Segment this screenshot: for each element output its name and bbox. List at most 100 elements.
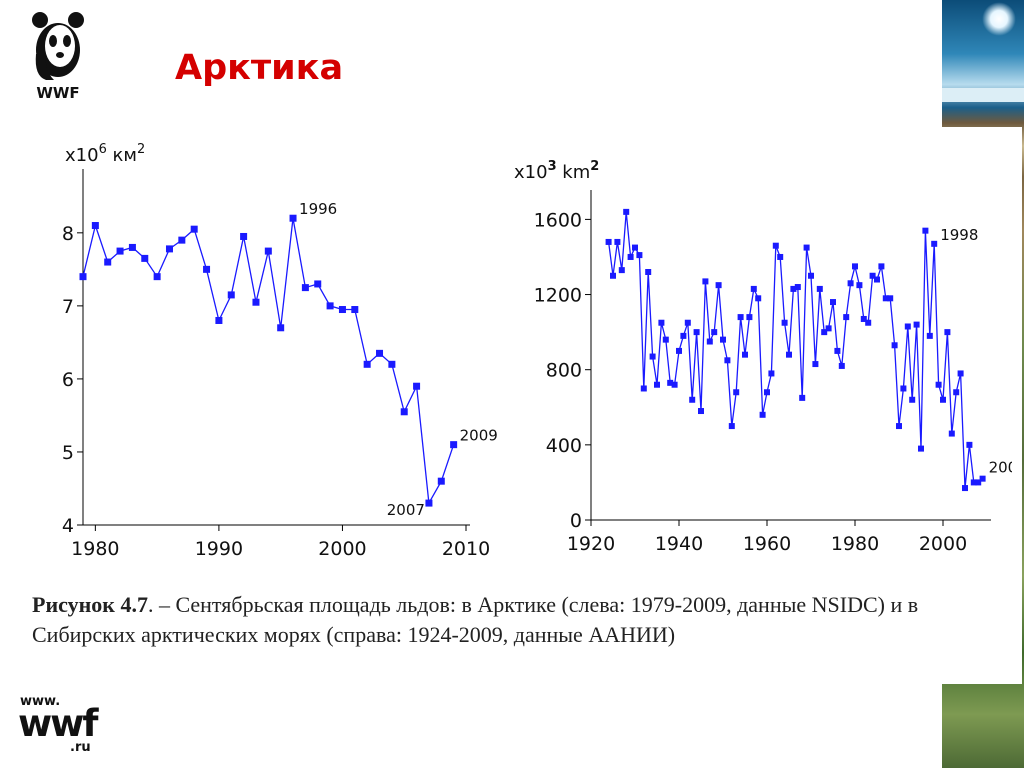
data-point: [808, 272, 814, 279]
data-point: [676, 347, 682, 354]
data-point: [326, 302, 334, 310]
y-tick-label: 800: [546, 360, 582, 382]
data-point: [860, 315, 867, 322]
series-line: [607, 211, 984, 489]
data-point: [711, 329, 718, 336]
x-tick-label: 2000: [318, 538, 366, 560]
data-point: [203, 265, 211, 273]
data-point: [252, 298, 260, 306]
data-point: [363, 360, 371, 368]
wwf-ru-suffix: .ru: [70, 740, 91, 755]
data-point: [922, 227, 929, 234]
y-tick-label: 7: [62, 296, 74, 318]
data-point: [240, 232, 248, 240]
data-point: [693, 329, 700, 336]
data-point: [742, 351, 748, 358]
unit-exponent: 6: [99, 142, 107, 157]
data-point: [909, 396, 916, 403]
y-tick-label: 5: [62, 442, 74, 464]
data-point: [618, 267, 625, 274]
data-point: [413, 382, 421, 390]
data-point: [684, 319, 691, 326]
data-point: [400, 408, 408, 416]
y-tick-label: 6: [62, 369, 74, 391]
data-point: [935, 381, 942, 388]
data-point: [781, 319, 788, 326]
data-point: [777, 253, 784, 260]
data-point: [953, 389, 960, 396]
data-point: [852, 263, 858, 270]
unit-text: x10: [514, 162, 548, 183]
data-point: [91, 222, 99, 230]
data-point: [979, 475, 986, 482]
data-point: [896, 423, 902, 430]
data-point: [662, 336, 669, 343]
data-point: [623, 208, 630, 215]
data-point: [759, 411, 766, 418]
data-point: [706, 338, 713, 345]
data-point: [614, 238, 621, 245]
y-tick-label: 400: [546, 435, 582, 457]
page-title: Арктика: [175, 48, 344, 88]
data-point: [803, 244, 810, 251]
wwf-ru-main: wwf: [18, 702, 98, 745]
y-axis-unit-label: x103 km2: [514, 159, 599, 183]
data-point: [128, 243, 136, 251]
data-point: [746, 314, 753, 321]
y-tick-label: 1600: [534, 209, 582, 231]
data-point: [948, 430, 955, 437]
data-point: [658, 319, 665, 326]
data-point: [755, 295, 762, 302]
x-tick-label: 2000: [919, 533, 967, 555]
data-point: [944, 329, 951, 336]
caption-text: . – Сентябрьская площадь льдов: в Арктик…: [32, 592, 919, 647]
data-point: [882, 295, 889, 302]
data-point: [786, 351, 792, 358]
data-point: [869, 272, 876, 279]
data-point: [728, 423, 735, 430]
data-point: [918, 445, 924, 452]
data-point: [702, 278, 709, 285]
data-point: [654, 381, 660, 388]
data-point: [605, 238, 612, 245]
data-point: [689, 396, 696, 403]
x-tick-label: 1940: [655, 533, 703, 555]
unit-text: x10: [65, 145, 99, 166]
x-tick-label: 1980: [831, 533, 879, 555]
unit-text: км: [107, 145, 137, 166]
data-point: [970, 479, 977, 486]
x-tick-label: 1920: [567, 533, 615, 555]
data-point: [301, 284, 309, 292]
data-point: [104, 258, 112, 266]
data-point: [821, 329, 828, 336]
data-point: [887, 295, 894, 302]
annotation-label: 1996: [299, 200, 337, 218]
data-point: [277, 324, 285, 332]
charts-panel: 4 5 6 7 8 1980 1990 2000 2010 x106 км2 1996 2007 200…: [27, 127, 1022, 684]
data-point: [940, 396, 946, 403]
data-point: [878, 263, 885, 270]
data-point: [772, 242, 779, 249]
data-point: [698, 408, 704, 415]
data-point: [794, 284, 801, 291]
data-point: [165, 245, 173, 253]
data-point: [388, 360, 396, 368]
data-point: [636, 252, 643, 259]
data-point: [640, 385, 647, 392]
data-point: [314, 280, 322, 288]
unit-exponent: 2: [137, 142, 145, 157]
y-tick-label: 1200: [534, 285, 582, 307]
wwf-panda-logo: WWF: [24, 10, 92, 102]
wwf-ru-logo: www. wwf .ru: [18, 694, 118, 758]
data-point: [153, 273, 161, 281]
data-point: [768, 370, 775, 377]
annotation-label: 2009: [460, 427, 498, 445]
data-point: [790, 285, 797, 292]
data-point: [450, 441, 458, 449]
data-point: [913, 321, 920, 328]
data-point: [904, 323, 911, 330]
data-point: [891, 342, 898, 349]
data-point: [874, 276, 880, 283]
figure-caption: Рисунок 4.7. – Сентябрьская площадь льдо…: [32, 590, 992, 650]
